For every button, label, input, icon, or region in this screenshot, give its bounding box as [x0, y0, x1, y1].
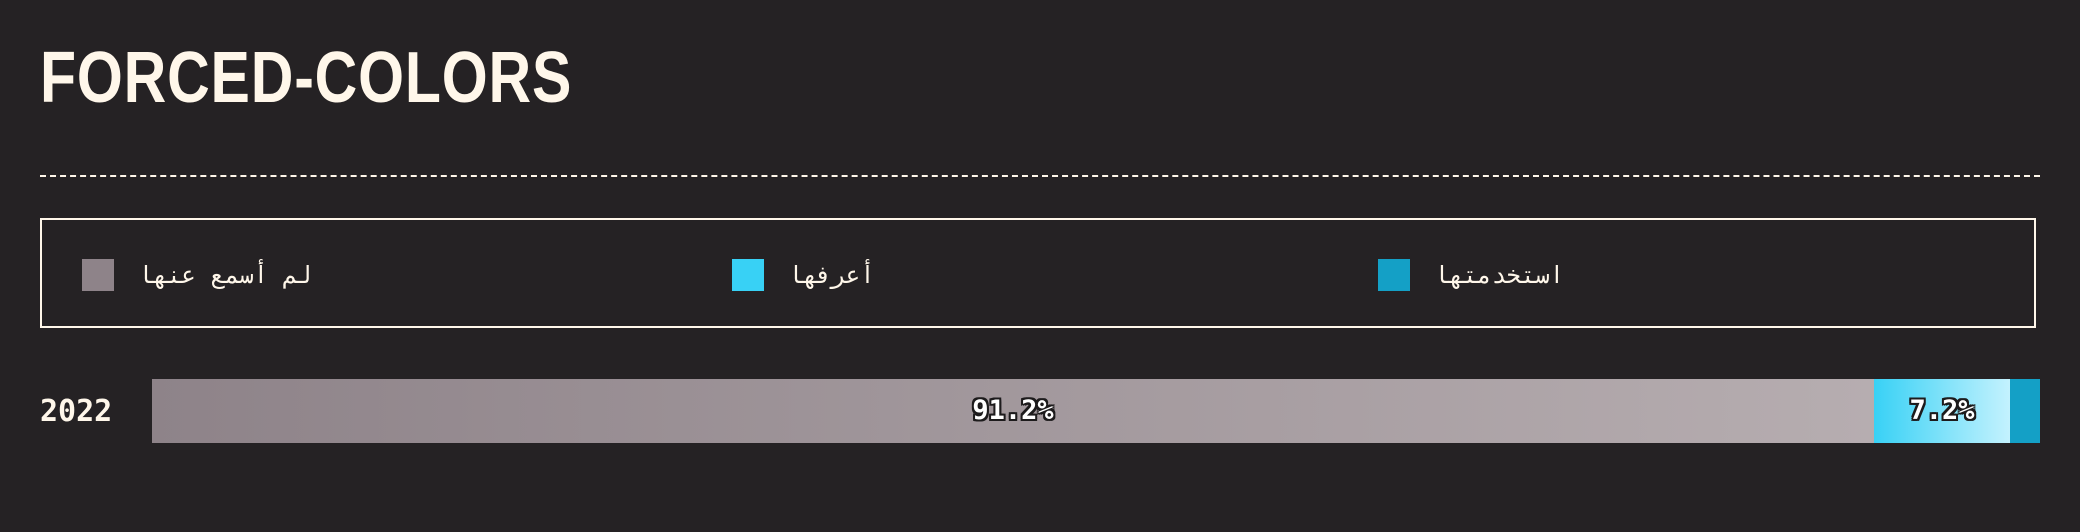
chart-legend: لم أسمع عنها أعرفها استخدمتها	[40, 218, 2036, 328]
bar-value-label: 7.2%	[1909, 395, 1975, 426]
legend-label: لم أسمع عنها	[138, 261, 312, 289]
legend-item-never-heard[interactable]: لم أسمع عنها	[82, 259, 311, 291]
bar-segment-used-it[interactable]	[2010, 379, 2040, 443]
bar-segment-never-heard[interactable]: 91.2%	[152, 379, 1874, 443]
page-title: FORCED-COLORS	[40, 38, 573, 118]
bar-value-label: 91.2%	[972, 395, 1054, 426]
legend-label: أعرفها	[788, 261, 875, 289]
row-label-2022: 2022	[40, 394, 113, 429]
legend-item-used-it[interactable]: استخدمتها	[1378, 259, 1564, 291]
bar-segment-know-it[interactable]: 7.2%	[1874, 379, 2010, 443]
legend-label: استخدمتها	[1434, 261, 1565, 289]
legend-swatch	[732, 259, 764, 291]
legend-swatch	[1378, 259, 1410, 291]
title-divider	[40, 175, 2040, 177]
legend-item-know-it[interactable]: أعرفها	[732, 259, 875, 291]
legend-swatch	[82, 259, 114, 291]
stacked-bar-2022: 91.2% 7.2%	[152, 379, 2040, 443]
